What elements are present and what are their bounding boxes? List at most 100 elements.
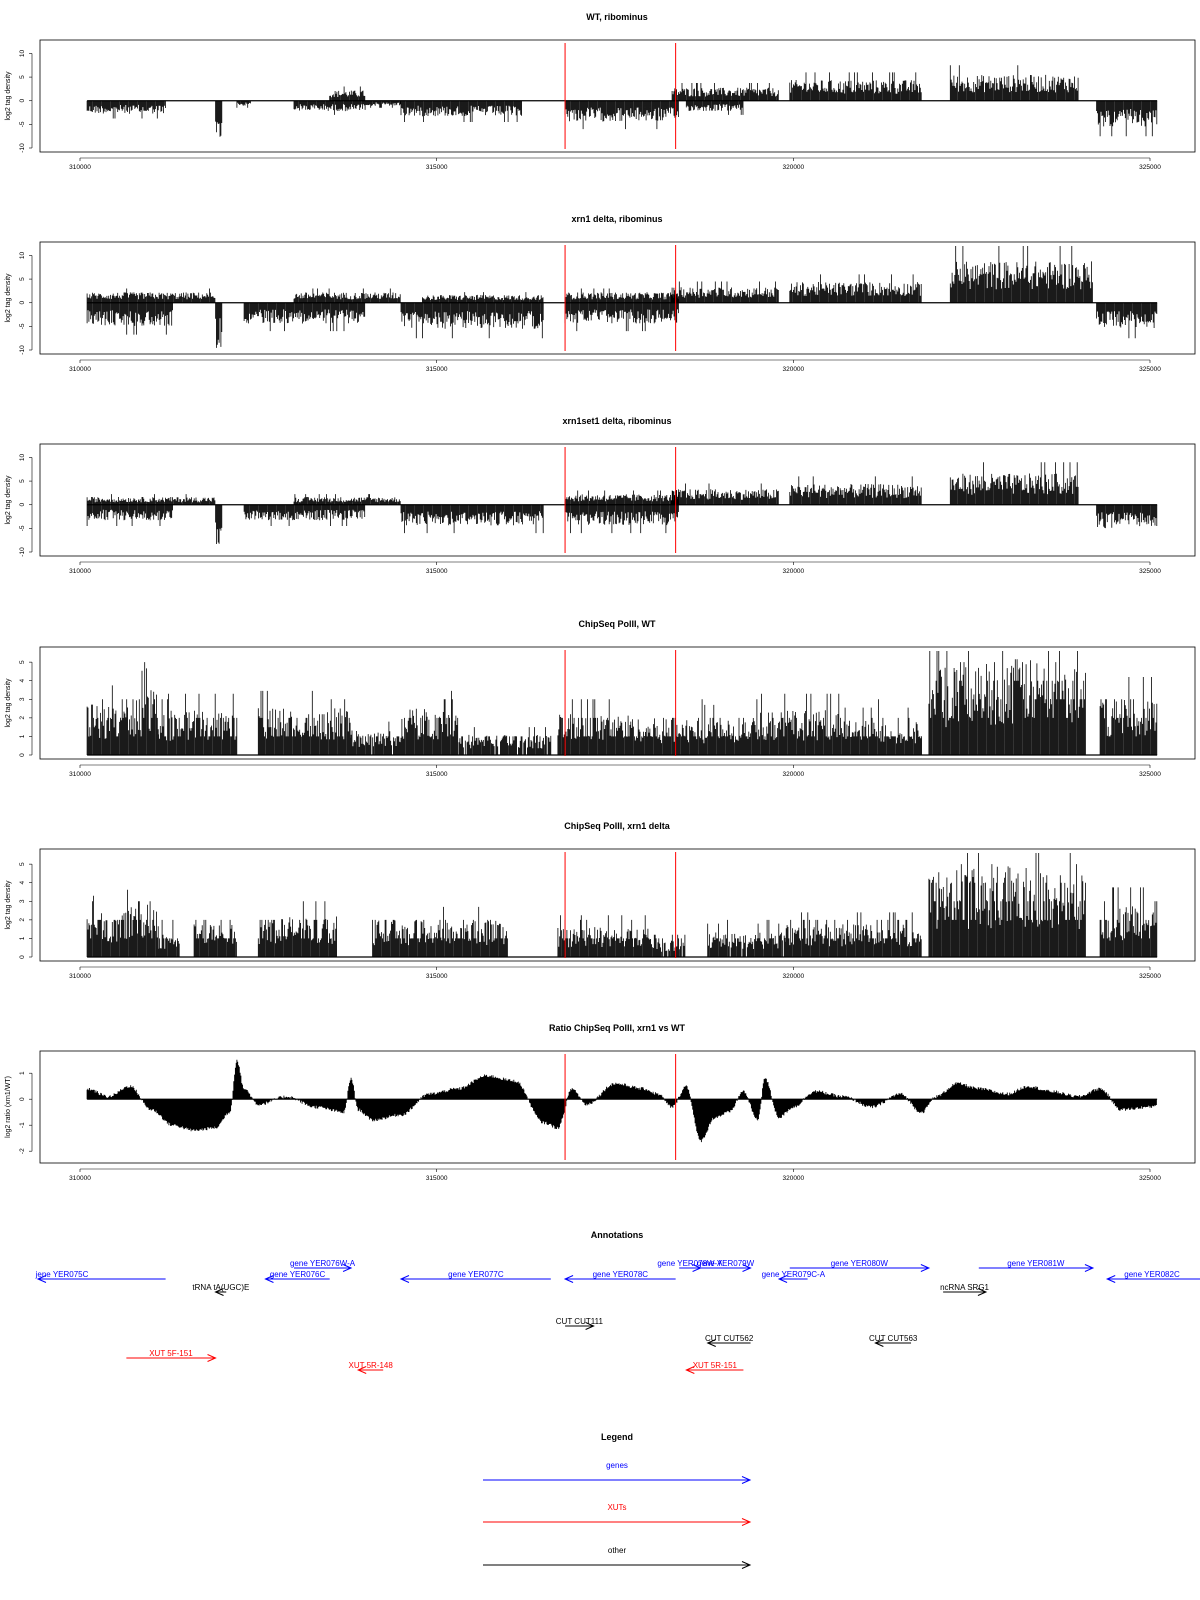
annotation-arrow-arrowhead <box>342 1264 353 1272</box>
plot-frame <box>39 646 1196 760</box>
legend-item-other: other <box>483 1546 752 1569</box>
annotation-arrow-arrowhead <box>214 1288 224 1296</box>
y-tick-label: -1 <box>19 1122 26 1128</box>
annotation-label: ncRNA SRG1 <box>940 1283 989 1292</box>
panel-wt_ribominus: WT, ribominus log2 tag density -10 -5 0 5 10 31… <box>5 12 1196 171</box>
x-tick-label: 315000 <box>426 973 448 980</box>
y-tick-label: 0 <box>19 753 26 757</box>
annotation-arrow-arrowhead <box>977 1288 988 1296</box>
annotation-arrow-arrowhead <box>1105 1275 1116 1283</box>
y-axis-label: log2 tag density <box>5 880 12 930</box>
annotation-other: CUT CUT562 <box>705 1334 754 1347</box>
x-tick-label: 310000 <box>69 366 91 373</box>
plot-frame <box>39 848 1196 962</box>
x-tick-label: 325000 <box>1139 1175 1161 1182</box>
annotation-xut: XUT 5R-151 <box>685 1361 744 1374</box>
y-tick-label: 4 <box>19 679 26 683</box>
y-tick-label: 10 <box>19 49 26 57</box>
legend-title: Legend <box>601 1432 633 1442</box>
x-tick-label: 315000 <box>426 1175 448 1182</box>
annotation-arrow-arrowhead <box>207 1354 217 1362</box>
annotation-label: XUT 5R-148 <box>349 1361 394 1370</box>
density-bars <box>86 853 1158 957</box>
density-bars <box>86 651 1158 755</box>
annotations-title: Annotations <box>591 1230 644 1240</box>
annotation-arrow-arrowhead <box>36 1275 47 1283</box>
annotation-label: gene YER080W <box>831 1259 889 1268</box>
annotation-gene: gene YER076W-A <box>290 1259 356 1272</box>
x-tick-label: 315000 <box>426 366 448 373</box>
annotation-gene: gene YER082C <box>1105 1270 1200 1283</box>
x-tick-label: 325000 <box>1139 771 1161 778</box>
x-tick-label: 325000 <box>1139 164 1161 171</box>
annotation-gene: gene YER079W <box>697 1259 755 1272</box>
legend-arrowhead <box>741 1561 752 1569</box>
annotation-label: tRNA tA(UGC)E <box>192 1283 249 1292</box>
annotation-label: gene YER079W <box>697 1259 755 1268</box>
annotation-arrow-arrowhead <box>1084 1264 1095 1272</box>
annotation-arrow-arrowhead <box>706 1339 716 1347</box>
plot-frame <box>39 39 1196 153</box>
annotation-arrow-arrowhead <box>874 1339 884 1347</box>
x-tick-label: 320000 <box>782 568 804 575</box>
annotation-gene: gene YER078C <box>563 1270 676 1283</box>
annotation-arrow-arrowhead <box>777 1275 788 1283</box>
annotation-gene: gene YER079C-A <box>762 1270 826 1283</box>
annotation-xut: XUT 5F-151 <box>126 1349 217 1362</box>
y-axis-label: log2 ratio (xrn1/WT) <box>5 1076 12 1138</box>
panel-xrn1_ribominus: xrn1 delta, ribominus log2 tag density -10… <box>5 214 1196 373</box>
x-tick-label: 310000 <box>69 568 91 575</box>
panel-chipseq_wt: ChipSeq PolII, WT log2 tag density 0 1 2 3 4 5 3… <box>5 619 1196 778</box>
annotation-label: gene YER078C <box>593 1270 649 1279</box>
annotation-arrow-arrowhead <box>563 1275 574 1283</box>
annotation-other: tRNA tA(UGC)E <box>192 1283 249 1296</box>
annotation-arrow-arrowhead <box>920 1264 931 1272</box>
y-axis-label: log2 tag density <box>5 475 12 525</box>
x-tick-label: 320000 <box>782 1175 804 1182</box>
y-tick-label: 0 <box>19 503 26 507</box>
y-tick-label: -10 <box>19 345 26 355</box>
panel-title: ChipSeq PolII, WT <box>579 619 656 629</box>
legend-label: XUTs <box>607 1503 626 1512</box>
y-tick-label: 3 <box>19 697 26 701</box>
annotation-label: gene YER078W-A <box>657 1259 723 1268</box>
annotation-arrow-arrowhead <box>742 1264 752 1272</box>
annotation-gene: jene YER075C <box>35 1270 166 1283</box>
y-tick-label: -2 <box>19 1148 26 1154</box>
panel-ratio_chipseq: Ratio ChipSeq PolII, xrn1 vs WT log2 rati… <box>5 1023 1196 1182</box>
annotation-label: CUT CUT562 <box>705 1334 754 1343</box>
y-tick-label: 5 <box>19 862 26 866</box>
legend-panel: Legend genes XUTs other <box>483 1432 752 1569</box>
annotation-label: XUT 5F-151 <box>149 1349 193 1358</box>
y-tick-label: 0 <box>19 301 26 305</box>
x-tick-label: 310000 <box>69 973 91 980</box>
x-tick-label: 310000 <box>69 771 91 778</box>
y-axis-label: log2 tag density <box>5 71 12 121</box>
panel-title: ChipSeq PolII, xrn1 delta <box>564 821 671 831</box>
y-tick-label: 1 <box>19 734 26 738</box>
y-tick-label: -5 <box>19 323 26 329</box>
x-tick-label: 315000 <box>426 164 448 171</box>
y-tick-label: 0 <box>19 1097 26 1101</box>
x-tick-label: 320000 <box>782 973 804 980</box>
annotation-label: gene YER077C <box>448 1270 504 1279</box>
plot-frame <box>39 1050 1196 1164</box>
annotation-arrow-arrowhead <box>685 1366 695 1374</box>
y-tick-label: 10 <box>19 453 26 461</box>
y-tick-label: 1 <box>19 936 26 940</box>
y-tick-label: 10 <box>19 251 26 259</box>
x-tick-label: 315000 <box>426 771 448 778</box>
density-bars <box>86 462 1158 544</box>
annotation-label: XUT 5R-151 <box>693 1361 738 1370</box>
x-tick-label: 310000 <box>69 164 91 171</box>
density-bars <box>86 246 1158 348</box>
y-axis-label: log2 tag density <box>5 273 12 323</box>
x-tick-label: 315000 <box>426 568 448 575</box>
annotation-label: CUT CUT111 <box>556 1317 604 1326</box>
legend-label: genes <box>606 1461 628 1470</box>
y-axis-label: log2 tag density <box>5 678 12 728</box>
panel-xrn1set1_ribominus: xrn1set1 delta, ribominus log2 tag densit… <box>5 416 1196 575</box>
legend-item-gene: genes <box>483 1461 752 1484</box>
plot-frame <box>39 443 1196 557</box>
